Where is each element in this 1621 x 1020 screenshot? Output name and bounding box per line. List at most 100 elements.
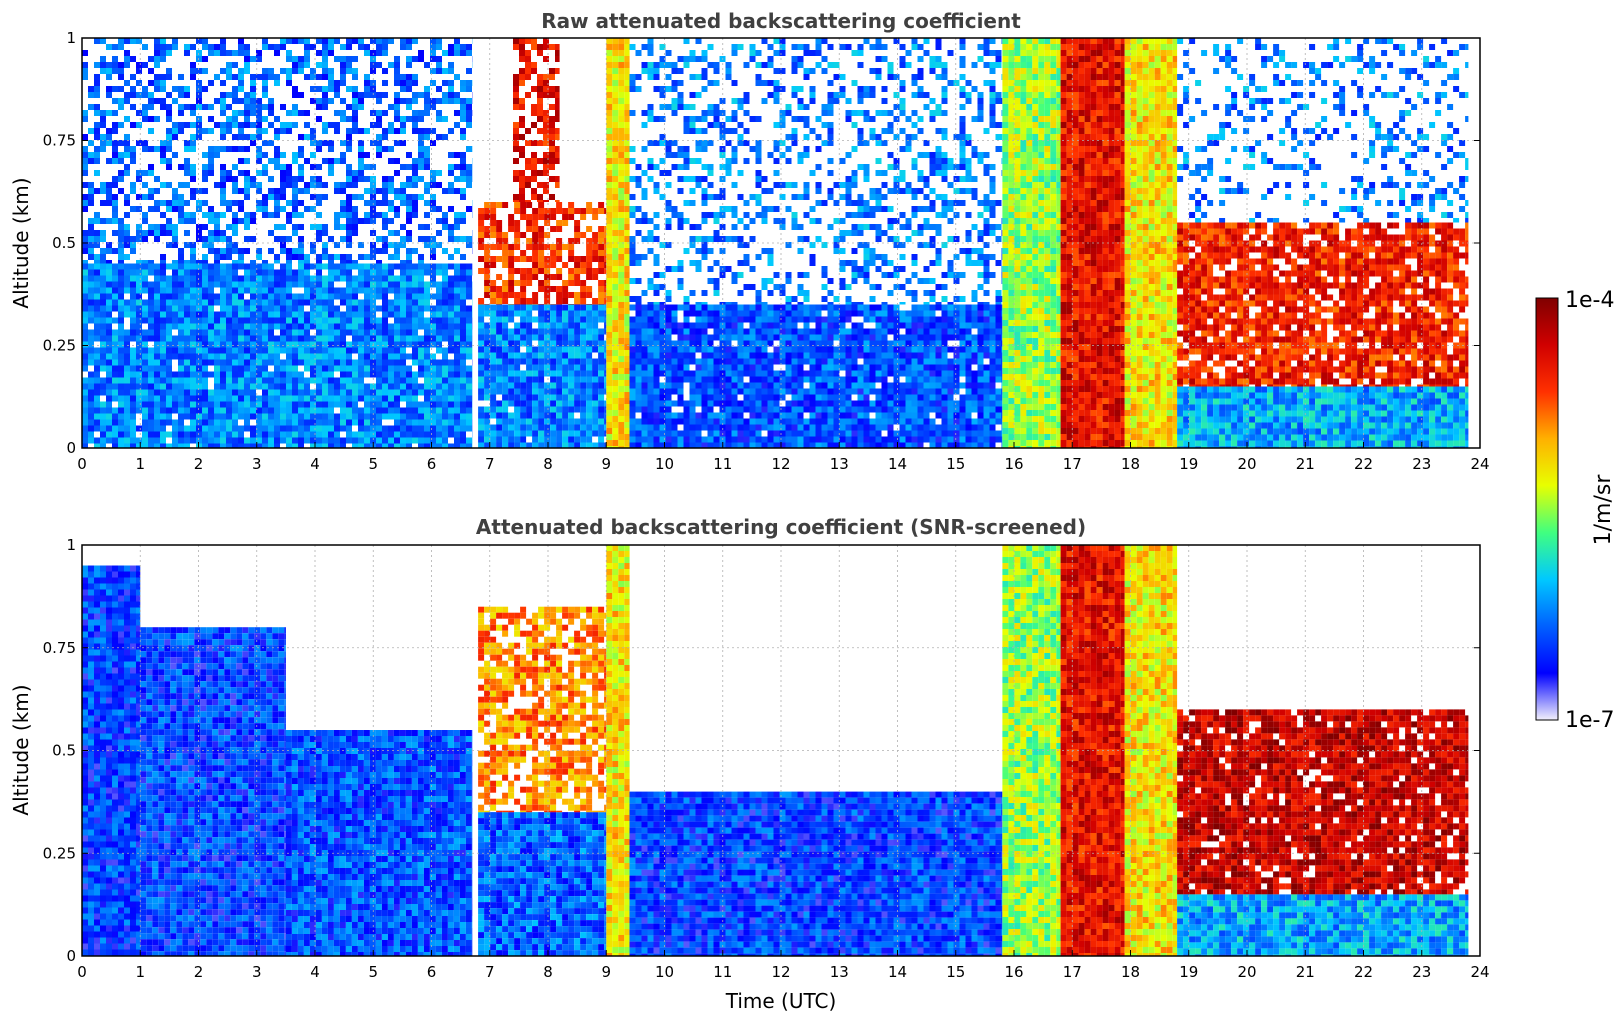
- heatmap-cell-top: [537, 86, 543, 92]
- heatmap-cell-top: [502, 328, 509, 335]
- heatmap-cell-top: [430, 68, 436, 74]
- heatmap-cell-top: [454, 311, 460, 318]
- heatmap-cell-top: [220, 347, 226, 354]
- heatmap-cell-top: [713, 382, 720, 389]
- heatmap-cell-top: [394, 443, 400, 448]
- heatmap-cell-top: [586, 268, 593, 274]
- heatmap-cell-top: [418, 293, 424, 300]
- heatmap-cell-top: [677, 430, 684, 437]
- heatmap-cell-top: [538, 394, 545, 401]
- heatmap-cell-top: [154, 62, 160, 68]
- heatmap-cell-top: [268, 407, 274, 414]
- heatmap-cell-top: [340, 62, 346, 68]
- heatmap-cell-top: [172, 395, 178, 402]
- heatmap-cell-top: [460, 44, 466, 50]
- heatmap-cell-top: [562, 424, 569, 431]
- heatmap-cell-top: [490, 340, 497, 347]
- heatmap-cell-top: [424, 389, 430, 396]
- heatmap-cell-top: [659, 436, 666, 443]
- heatmap-cell-top: [701, 418, 708, 425]
- heatmap-cell-top: [606, 44, 613, 50]
- heatmap-cell-top: [298, 431, 304, 438]
- heatmap-cell-top: [142, 425, 148, 432]
- heatmap-cell-top: [624, 428, 630, 434]
- heatmap-cell-top: [118, 347, 124, 354]
- heatmap-cell-top: [286, 323, 292, 330]
- heatmap-cell-top: [707, 388, 714, 395]
- heatmap-cell-top: [761, 322, 768, 329]
- heatmap-cell-top: [136, 230, 142, 236]
- heatmap-cell-top: [202, 176, 208, 182]
- heatmap-cell-top: [400, 443, 406, 448]
- heatmap-cell-top: [647, 436, 654, 443]
- heatmap-cell-top: [244, 389, 250, 396]
- heatmap-cell-top: [130, 158, 136, 164]
- heatmap-cell-top: [262, 38, 268, 44]
- heatmap-cell-top: [286, 260, 292, 264]
- heatmap-cell-top: [647, 334, 654, 341]
- heatmap-cell-top: [340, 323, 346, 330]
- heatmap-cell-top: [328, 335, 334, 342]
- heatmap-cell-top: [364, 443, 370, 448]
- heatmap-cell-top: [232, 401, 238, 408]
- heatmap-cell-top: [671, 400, 678, 407]
- heatmap-cell-top: [612, 416, 619, 422]
- heatmap-cell-top: [502, 364, 509, 371]
- heatmap-cell-top: [274, 371, 280, 378]
- heatmap-cell-top: [226, 128, 232, 134]
- heatmap-cell-top: [148, 206, 154, 212]
- heatmap-cell-top: [743, 328, 750, 335]
- heatmap-cell-top: [604, 280, 607, 286]
- heatmap-cell-top: [292, 248, 298, 254]
- heatmap-cell-top: [454, 419, 460, 426]
- heatmap-cell-top: [262, 335, 268, 342]
- heatmap-cell-top: [743, 406, 750, 413]
- heatmap-cell-top: [466, 182, 472, 188]
- heatmap-cell-top: [544, 286, 551, 292]
- heatmap-cell-top: [298, 236, 304, 242]
- heatmap-cell-top: [568, 304, 575, 305]
- heatmap-cell-top: [256, 56, 262, 62]
- heatmap-cell-top: [618, 44, 625, 50]
- heatmap-cell-top: [232, 293, 238, 300]
- heatmap-cell-top: [544, 442, 551, 448]
- heatmap-cell-top: [550, 262, 557, 268]
- heatmap-cell-top: [214, 212, 220, 218]
- heatmap-cell-top: [226, 269, 232, 276]
- heatmap-cell-top: [388, 206, 394, 212]
- heatmap-cell-top: [82, 269, 88, 276]
- heatmap-cell-top: [424, 329, 430, 336]
- heatmap-cell-top: [466, 389, 472, 396]
- heatmap-cell-top: [376, 134, 382, 140]
- heatmap-cell-top: [689, 334, 696, 341]
- heatmap-cell-top: [376, 389, 382, 396]
- heatmap-cell-top: [178, 365, 184, 372]
- heatmap-cell-top: [232, 50, 238, 56]
- heatmap-cell-top: [606, 338, 613, 344]
- heatmap-cell-top: [136, 281, 142, 288]
- heatmap-cell-top: [172, 383, 178, 390]
- heatmap-cell-top: [598, 352, 605, 359]
- heatmap-cell-top: [618, 308, 625, 314]
- heatmap-cell-top: [532, 370, 539, 377]
- heatmap-cell-top: [612, 44, 619, 50]
- heatmap-cell-top: [519, 104, 525, 110]
- heatmap-cell-top: [310, 431, 316, 438]
- heatmap-cell-top: [454, 212, 460, 218]
- heatmap-cell-top: [713, 304, 720, 311]
- heatmap-cell-top: [761, 328, 768, 335]
- heatmap-cell-top: [514, 238, 521, 244]
- heatmap-cell-top: [208, 263, 214, 270]
- heatmap-cell-top: [106, 293, 112, 300]
- heatmap-cell-top: [328, 437, 334, 444]
- heatmap-cell-top: [130, 347, 136, 354]
- heatmap-cell-top: [148, 359, 154, 366]
- heatmap-cell-top: [562, 214, 569, 220]
- heatmap-cell-top: [725, 322, 732, 329]
- heatmap-cell-top: [502, 244, 509, 250]
- heatmap-cell-top: [208, 329, 214, 336]
- heatmap-cell-top: [118, 152, 124, 158]
- heatmap-cell-top: [298, 437, 304, 444]
- heatmap-cell-top: [618, 182, 625, 188]
- heatmap-cell-top: [112, 152, 118, 158]
